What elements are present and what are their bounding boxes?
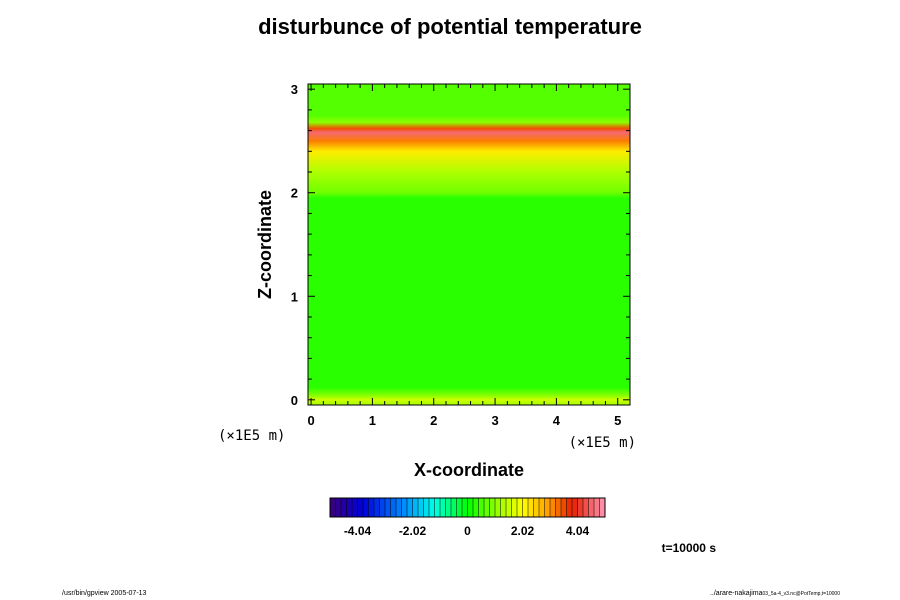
colorbar xyxy=(329,497,606,518)
colorbar-segment xyxy=(478,498,485,517)
colorbar-segment xyxy=(412,498,419,517)
colorbar-segment xyxy=(544,498,551,517)
colorbar-segment xyxy=(506,498,512,517)
x-tick-label: 5 xyxy=(614,413,621,428)
colorbar-segment xyxy=(379,498,386,517)
colorbar-segment xyxy=(401,498,408,517)
colorbar-segment xyxy=(528,498,534,517)
x-tick-label: 0 xyxy=(307,413,314,428)
colorbar-segment xyxy=(473,498,479,517)
colorbar-segment xyxy=(594,498,600,517)
colorbar-label: 2.02 xyxy=(511,524,535,538)
colorbar-segment xyxy=(550,498,556,517)
colorbar-segment xyxy=(335,498,342,517)
colorbar-segment xyxy=(357,498,364,517)
colorbar-segment xyxy=(423,498,430,517)
colorbar-segment xyxy=(434,498,441,517)
footer-left: /usr/bin/gpview 2005-07-13 xyxy=(62,590,147,597)
colorbar-border xyxy=(329,497,606,518)
colorbar-segment xyxy=(484,498,490,517)
colorbar-segment xyxy=(418,498,424,517)
colorbar-segment xyxy=(330,498,336,517)
x-axis-unit: (×1E5 m) xyxy=(569,435,636,451)
colorbar-segment xyxy=(390,498,397,517)
colorbar-segment xyxy=(566,498,573,517)
colorbar-segment xyxy=(396,498,402,517)
colorbar-segment xyxy=(385,498,391,517)
colorbar-segment xyxy=(363,498,369,517)
colorbar-segment xyxy=(522,498,529,517)
footer-right-main: ../arare-nakajima xyxy=(710,590,763,597)
colorbar-label: -2.02 xyxy=(399,524,427,538)
colorbar-segment xyxy=(489,498,496,517)
chart-title: disturbunce of potential temperature xyxy=(258,14,642,39)
x-axis-title: X-coordinate xyxy=(414,460,524,480)
footer-right-small: 03_5a-4_v3.nc@PotTemp,t=10000 xyxy=(763,591,841,597)
x-tick-label: 4 xyxy=(553,413,561,428)
colorbar-segment xyxy=(456,498,463,517)
colorbar-segment xyxy=(451,498,457,517)
colorbar-segment xyxy=(561,498,567,517)
time-label: t=10000 s xyxy=(662,541,717,555)
colorbar-segment xyxy=(440,498,446,517)
colorbar-segment xyxy=(583,498,589,517)
colorbar-segment xyxy=(517,498,523,517)
colorbar-segment xyxy=(429,498,435,517)
colorbar-segment xyxy=(495,498,501,517)
colorbar-label: -4.04 xyxy=(344,524,372,538)
colorbar-segment xyxy=(462,498,468,517)
colorbar-segment xyxy=(572,498,578,517)
heatmap-field xyxy=(308,84,630,405)
colorbar-segment xyxy=(445,498,452,517)
x-tick-label: 2 xyxy=(430,413,437,428)
y-axis-title: Z-coordinate xyxy=(255,190,275,299)
colorbar-segment xyxy=(374,498,380,517)
y-axis-unit: (×1E5 m) xyxy=(218,428,285,444)
colorbar-segment xyxy=(539,498,545,517)
y-tick-label: 1 xyxy=(291,289,298,304)
plot-frame xyxy=(307,83,631,406)
axis-ticks xyxy=(308,84,631,405)
colorbar-segment xyxy=(555,498,562,517)
colorbar-segment xyxy=(341,498,347,517)
colorbar-segment xyxy=(577,498,584,517)
colorbar-segment xyxy=(352,498,358,517)
colorbar-segment xyxy=(500,498,507,517)
colorbar-labels: -4.04 -2.02 0 2.02 4.04 xyxy=(344,524,590,538)
colorbar-segment xyxy=(407,498,413,517)
colorbar-segment xyxy=(346,498,353,517)
colorbar-segment xyxy=(588,498,595,517)
plot-border xyxy=(307,83,631,406)
x-tick-label: 3 xyxy=(491,413,498,428)
colorbar-label: 0 xyxy=(464,524,471,538)
colorbar-label: 4.04 xyxy=(566,524,590,538)
colorbar-segment xyxy=(467,498,474,517)
colorbar-segment xyxy=(511,498,518,517)
y-tick-label: 2 xyxy=(291,186,298,201)
x-tick-label: 1 xyxy=(369,413,376,428)
y-tick-label: 0 xyxy=(291,393,298,408)
colorbar-segment xyxy=(368,498,375,517)
colorbar-segment xyxy=(599,498,606,517)
tick-labels: 0 1 2 3 4 5 0 1 2 3 xyxy=(291,82,622,428)
colorbar-segment xyxy=(533,498,540,517)
y-tick-label: 3 xyxy=(291,82,298,97)
footer-right: ../arare-nakajima03_5a-4_v3.nc@PotTemp,t… xyxy=(710,590,840,597)
